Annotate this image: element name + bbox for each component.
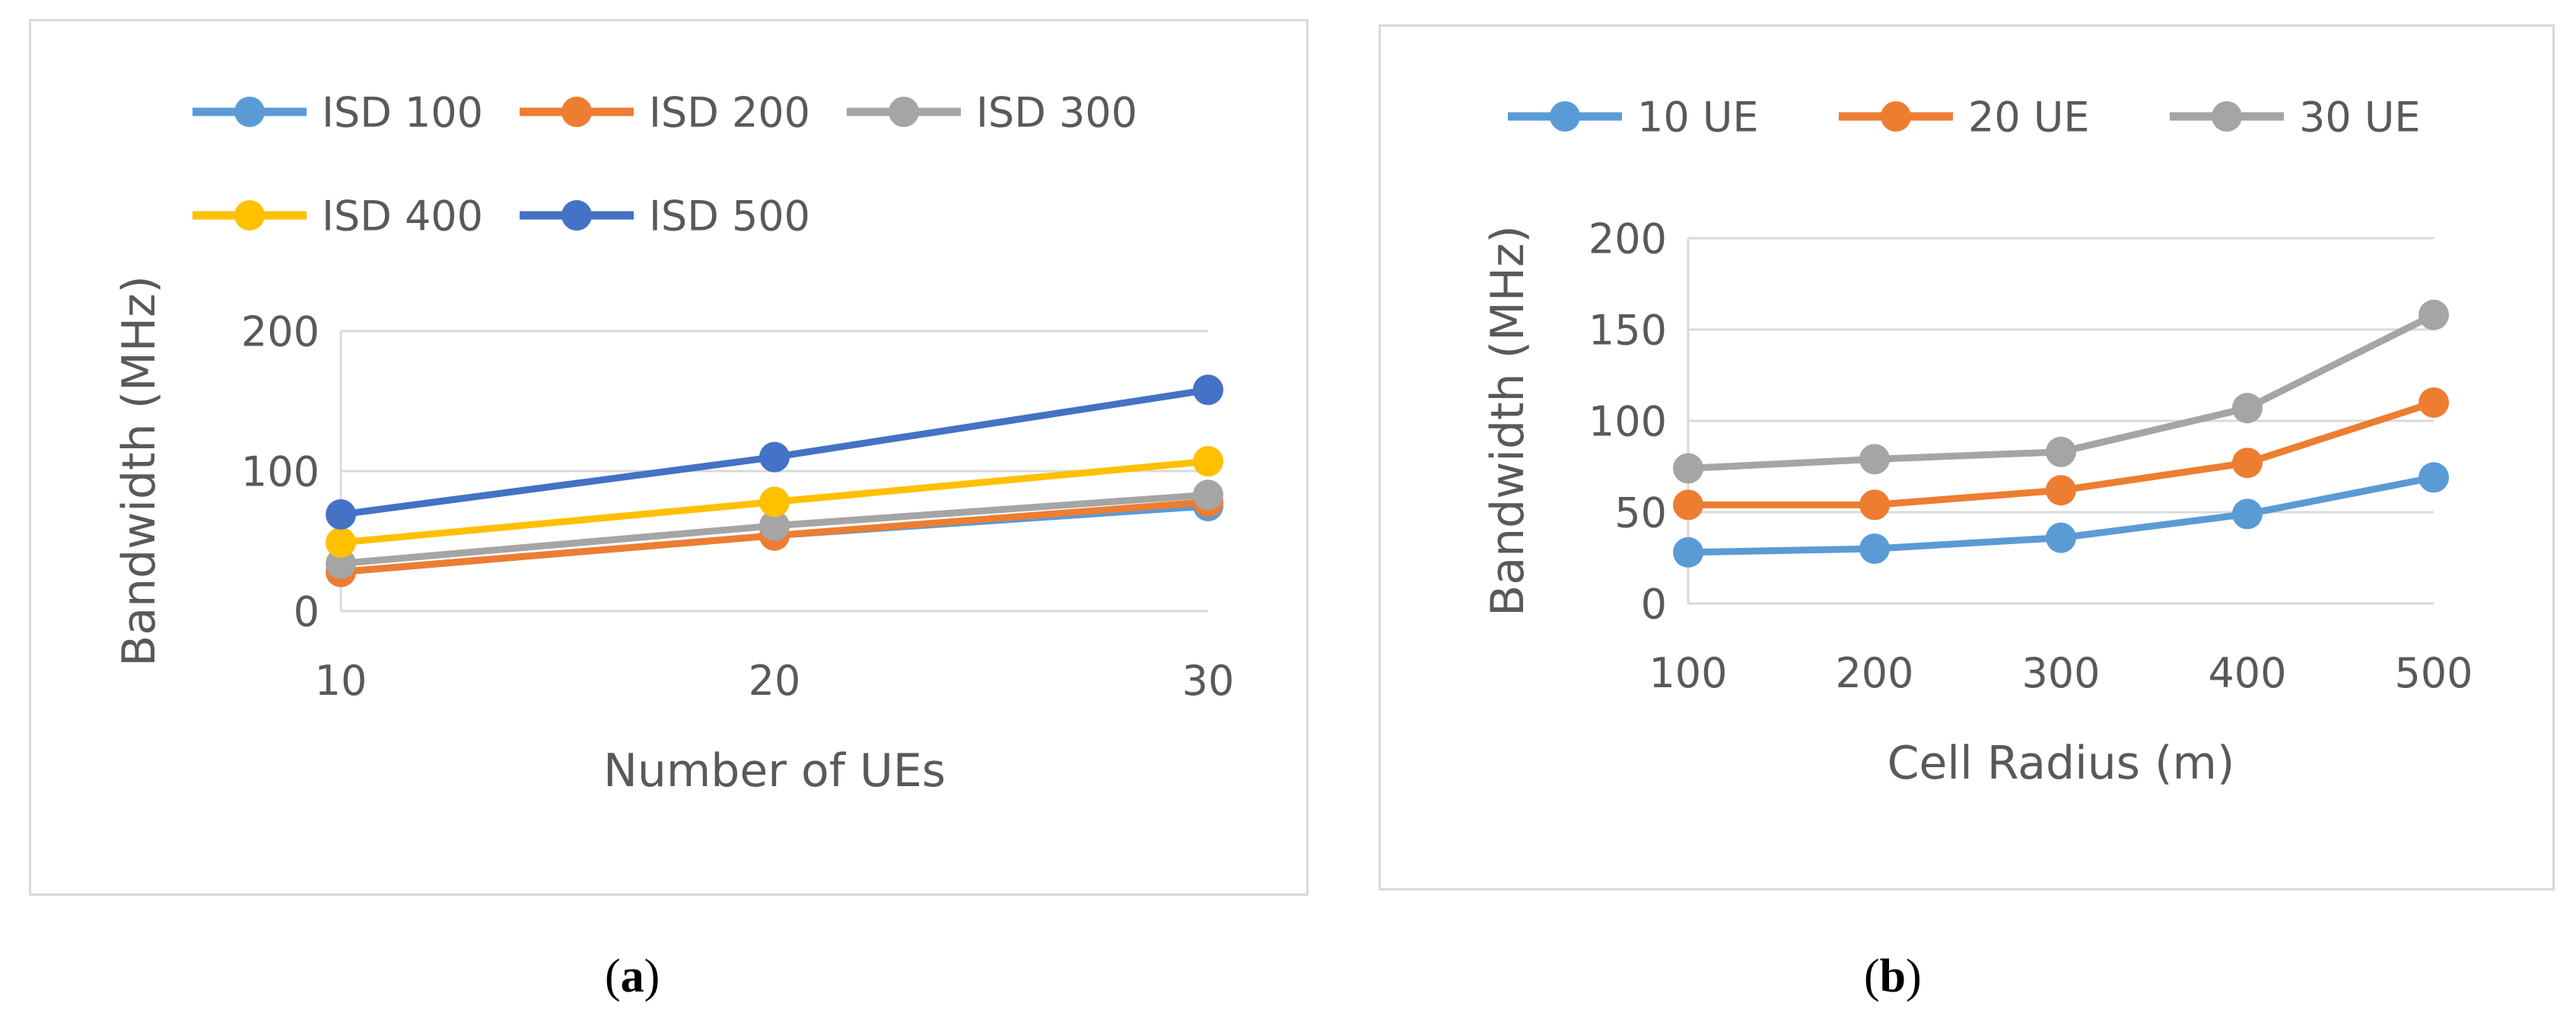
data-point bbox=[1859, 489, 1890, 521]
data-point bbox=[1859, 533, 1890, 564]
caption-a: (a) bbox=[605, 951, 660, 1002]
legend-marker bbox=[561, 97, 592, 127]
data-point bbox=[2232, 393, 2263, 424]
x-axis-title: Number of UEs bbox=[603, 744, 946, 798]
x-tick-label: 300 bbox=[2021, 649, 2100, 697]
y-tick-label: 100 bbox=[1589, 397, 1667, 445]
legend-marker bbox=[1550, 101, 1580, 132]
legend-marker bbox=[1881, 101, 1911, 132]
data-point bbox=[2419, 299, 2449, 330]
x-tick-label: 10 bbox=[315, 657, 367, 705]
data-point bbox=[2232, 447, 2263, 479]
legend-label: ISD 100 bbox=[322, 88, 483, 136]
y-axis-title: Bandwidth (MHz) bbox=[113, 275, 166, 667]
data-point bbox=[2419, 387, 2449, 418]
legend-label: ISD 200 bbox=[649, 88, 810, 136]
legend-label: ISD 500 bbox=[649, 192, 810, 240]
y-tick-label: 100 bbox=[241, 447, 320, 495]
y-tick-label: 0 bbox=[1641, 580, 1667, 628]
chart-b: 0 50 100 150 200 100 200 300 400 500 Cell Radius (… bbox=[1379, 24, 2555, 890]
y-tick-label: 200 bbox=[1589, 215, 1667, 263]
series-30-ue bbox=[1673, 299, 2449, 484]
legend-item: 30 UE bbox=[2170, 93, 2421, 141]
series-20-ue bbox=[1673, 387, 2449, 521]
caption-b: (b) bbox=[1864, 951, 1922, 1002]
data-point bbox=[1193, 374, 1223, 406]
legend-item: 10 UE bbox=[1508, 93, 1759, 141]
x-tick-label: 20 bbox=[749, 657, 801, 705]
x-tick-label: 100 bbox=[1649, 649, 1727, 697]
legend-marker bbox=[889, 97, 919, 127]
legend-label: ISD 400 bbox=[322, 192, 483, 240]
data-point bbox=[1859, 444, 1890, 475]
data-point bbox=[2046, 522, 2076, 553]
data-point bbox=[2419, 462, 2449, 493]
legend-marker bbox=[2212, 101, 2242, 132]
legend-marker bbox=[234, 97, 265, 127]
data-point bbox=[1193, 479, 1223, 511]
chart-b-svg: 0 50 100 150 200 100 200 300 400 500 Cell Radius (… bbox=[1481, 93, 2473, 790]
data-point bbox=[1673, 537, 1703, 568]
data-point bbox=[2046, 436, 2076, 467]
caption-b-letter: b bbox=[1879, 951, 1907, 1002]
legend-label: 20 UE bbox=[1968, 93, 2090, 141]
legend-item: 20 UE bbox=[1839, 93, 2090, 141]
series-isd-500 bbox=[326, 374, 1223, 530]
x-tick-label: 500 bbox=[2394, 649, 2473, 697]
x-axis-title: Cell Radius (m) bbox=[1887, 737, 2235, 790]
x-tick-label: 30 bbox=[1182, 657, 1235, 705]
series-isd-300 bbox=[326, 479, 1223, 579]
data-point bbox=[2046, 475, 2076, 506]
y-tick-label: 0 bbox=[294, 588, 320, 635]
legend-label: ISD 300 bbox=[976, 88, 1137, 136]
legend-item: ISD 400 bbox=[192, 192, 483, 240]
x-tick-label: 200 bbox=[1835, 649, 1913, 697]
legend-item: ISD 500 bbox=[520, 192, 810, 240]
x-tick-label: 400 bbox=[2208, 649, 2286, 697]
series-10-ue bbox=[1673, 462, 2449, 568]
chart-a-frame bbox=[29, 19, 1309, 896]
data-point bbox=[2232, 498, 2263, 530]
y-tick-label: 150 bbox=[1589, 306, 1667, 354]
chart-a: 0 100 200 10 20 30 Number of UEs Bandwidth (MHz… bbox=[29, 19, 1309, 896]
y-axis-title: Bandwidth (MHz) bbox=[1481, 225, 1534, 616]
data-point bbox=[1193, 446, 1223, 477]
data-point bbox=[759, 510, 790, 541]
data-point bbox=[326, 548, 356, 579]
legend-label: 10 UE bbox=[1637, 93, 1759, 141]
data-point bbox=[759, 441, 790, 473]
data-point bbox=[759, 486, 790, 518]
legend-item: ISD 100 bbox=[192, 88, 483, 136]
legend-item: ISD 200 bbox=[520, 88, 810, 136]
data-point bbox=[326, 527, 356, 558]
legend-label: 30 UE bbox=[2299, 93, 2421, 141]
y-tick-label: 200 bbox=[241, 307, 320, 355]
legend-marker bbox=[234, 200, 265, 231]
y-tick-label: 50 bbox=[1614, 489, 1667, 537]
series-isd-400 bbox=[326, 446, 1223, 558]
legend-item: ISD 300 bbox=[847, 88, 1137, 136]
legend-marker bbox=[561, 200, 592, 231]
data-point bbox=[326, 499, 356, 530]
data-point bbox=[1673, 489, 1703, 521]
chart-a-svg: 0 100 200 10 20 30 Number of UEs Bandwidth (MHz… bbox=[113, 88, 1235, 798]
data-point bbox=[1673, 453, 1703, 484]
caption-a-letter: a bbox=[620, 951, 644, 1002]
